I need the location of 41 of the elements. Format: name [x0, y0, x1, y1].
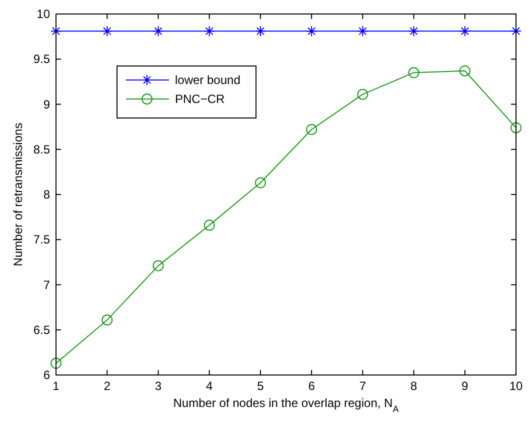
y-tick-label: 7	[43, 278, 50, 292]
point	[152, 260, 164, 272]
point	[408, 67, 420, 78]
x-tick-label: 5	[257, 379, 264, 393]
x-tick-label: 9	[462, 379, 469, 393]
y-axis-title: Number of retransmissions	[11, 122, 25, 266]
point	[102, 26, 113, 37]
point	[306, 26, 318, 37]
point	[357, 88, 368, 100]
y-tick-label: 8.5	[33, 142, 50, 156]
x-tick-label: 2	[104, 379, 111, 393]
point	[254, 26, 266, 37]
legend-label: PNC−CR	[175, 92, 226, 106]
point	[510, 122, 522, 134]
point	[102, 314, 113, 326]
point	[357, 26, 368, 37]
point	[408, 26, 420, 37]
x-axis-title: Number of nodes in the overlap region, N$_{A}$	[173, 396, 399, 414]
y-tick-label: 9.5	[33, 52, 50, 66]
point	[254, 177, 266, 188]
y-tick-label: 6.5	[33, 322, 50, 337]
x-tick-label: 1	[52, 379, 60, 393]
point	[306, 124, 318, 136]
legend-label: lower bound	[175, 73, 240, 87]
point	[50, 358, 62, 369]
point	[459, 26, 470, 37]
x-tick-label: 4	[206, 379, 213, 393]
y-tick-label: 6	[43, 368, 50, 382]
y-tick-label: 8	[43, 188, 50, 202]
x-tick-label: 6	[308, 379, 316, 393]
y-tick-label: 9	[43, 97, 50, 112]
x-tick-label: 8	[410, 379, 418, 393]
x-tick-label: 7	[359, 379, 366, 393]
point	[459, 65, 470, 76]
point	[204, 220, 215, 231]
x-tick-label: 10	[509, 379, 523, 393]
x-tick-label: 3	[154, 379, 162, 393]
y-tick-label: 10	[36, 7, 50, 21]
point	[204, 26, 215, 37]
y-tick-label: 7.5	[33, 232, 50, 247]
point	[152, 26, 164, 37]
